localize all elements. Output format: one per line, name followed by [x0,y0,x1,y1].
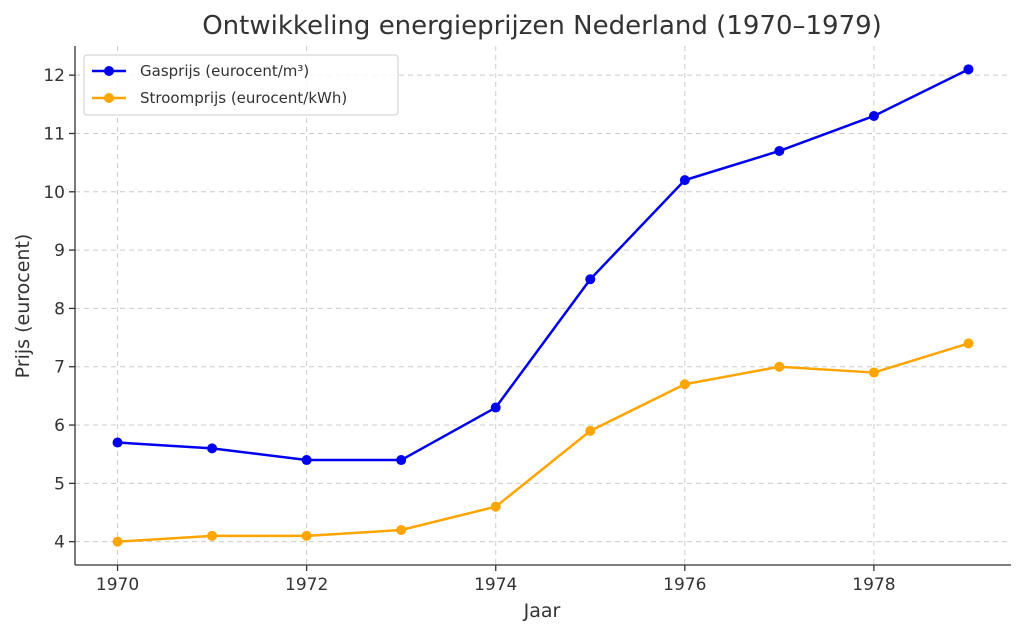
x-tick-label: 1970 [96,575,139,595]
grid [75,46,1011,565]
legend-label: Gasprijs (eurocent/m³) [140,62,309,80]
x-tick-label: 1976 [663,575,706,595]
data-point [396,455,407,466]
data-point [396,525,407,536]
x-tick-label: 1974 [474,575,517,595]
series-2 [112,338,974,547]
y-tick-label: 4 [54,533,65,553]
data-point [585,425,596,436]
data-point [112,437,123,448]
legend-item: Gasprijs (eurocent/m³) [92,62,309,80]
data-point [301,530,312,541]
data-point [207,530,218,541]
data-point [868,367,879,378]
legend-swatch-marker [104,66,114,76]
data-point [207,443,218,454]
series-1 [112,64,974,466]
data-point [301,455,312,466]
series-group [112,64,974,547]
y-tick-label: 7 [54,358,65,378]
data-point [490,402,501,413]
data-point [963,338,974,349]
y-tick-label: 12 [43,66,65,86]
data-point [774,361,785,372]
chart-title: Ontwikkeling energieprijzen Nederland (1… [202,11,882,41]
y-tick-label: 6 [54,416,65,436]
data-point [585,274,596,285]
y-tick-label: 9 [54,241,65,261]
data-point [679,175,690,186]
series-line [117,68,970,462]
x-tick-label: 1972 [285,575,328,595]
data-point [112,536,123,547]
legend-swatch-marker [104,93,114,103]
data-point [868,110,879,121]
data-point [963,64,974,75]
axes: 1970 1972 1974 1976 1978 4 5 6 7 8 9 10 11 12 [43,46,1011,595]
legend-box [83,54,399,116]
y-tick-label: 10 [43,183,65,203]
data-point [774,145,785,156]
x-tick-label: 1978 [852,575,895,595]
data-point [490,501,501,512]
y-axis-label: Prijs (eurocent) [12,234,34,379]
series-line [117,342,969,543]
legend-label: Stroomprijs (eurocent/kWh) [140,89,347,107]
x-axis-label: Jaar [523,600,561,622]
legend: Gasprijs (eurocent/m³) Stroomprijs (euroc… [83,54,399,116]
y-tick-label: 11 [43,124,65,144]
data-point [679,379,690,390]
y-tick-label: 5 [54,474,65,494]
y-tick-label: 8 [54,299,65,319]
legend-item: Stroomprijs (eurocent/kWh) [92,89,347,107]
